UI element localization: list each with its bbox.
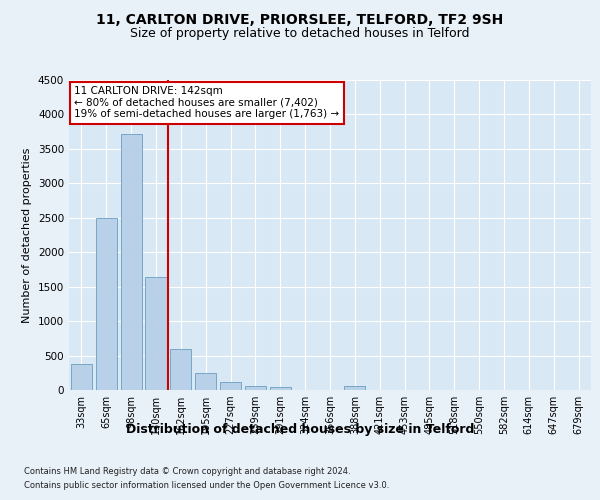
- Bar: [170, 348, 191, 390]
- Bar: [121, 134, 142, 390]
- Bar: [195, 373, 216, 390]
- Bar: [96, 218, 117, 390]
- Bar: [220, 382, 241, 390]
- Bar: [245, 386, 266, 390]
- Bar: [71, 364, 92, 390]
- Y-axis label: Number of detached properties: Number of detached properties: [22, 148, 32, 322]
- Text: Contains HM Land Registry data © Crown copyright and database right 2024.: Contains HM Land Registry data © Crown c…: [24, 468, 350, 476]
- Text: 11, CARLTON DRIVE, PRIORSLEE, TELFORD, TF2 9SH: 11, CARLTON DRIVE, PRIORSLEE, TELFORD, T…: [97, 12, 503, 26]
- Bar: [145, 277, 167, 390]
- Bar: [344, 386, 365, 390]
- Text: Size of property relative to detached houses in Telford: Size of property relative to detached ho…: [130, 28, 470, 40]
- Text: 11 CARLTON DRIVE: 142sqm
← 80% of detached houses are smaller (7,402)
19% of sem: 11 CARLTON DRIVE: 142sqm ← 80% of detach…: [74, 86, 340, 120]
- Bar: [270, 386, 291, 390]
- Text: Distribution of detached houses by size in Telford: Distribution of detached houses by size …: [126, 422, 474, 436]
- Text: Contains public sector information licensed under the Open Government Licence v3: Contains public sector information licen…: [24, 481, 389, 490]
